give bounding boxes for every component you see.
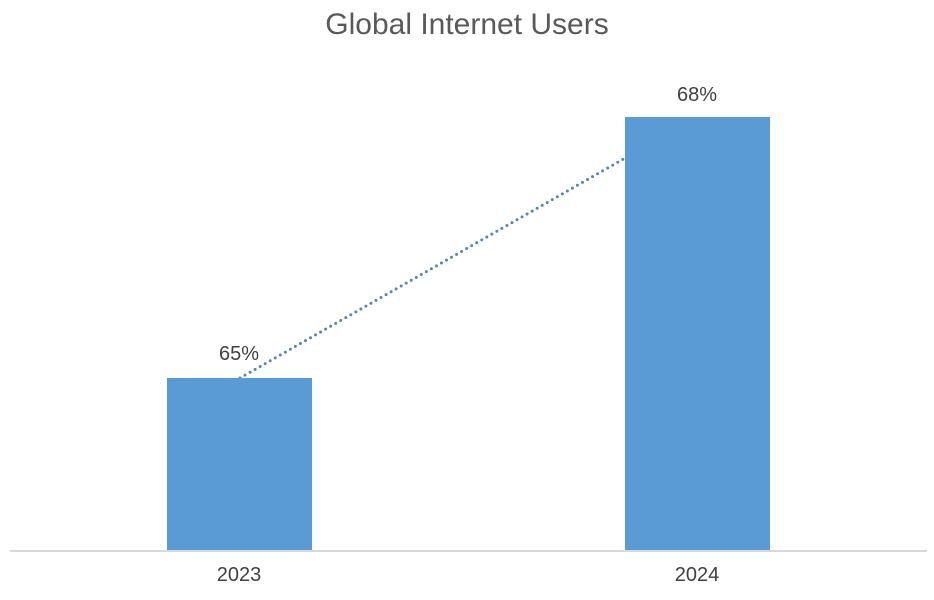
data-label-2023: 65% [218, 343, 260, 365]
trendline-dotted-line [238, 115, 699, 380]
bar-2024 [625, 117, 770, 551]
category-label-2024: 2024 [674, 564, 720, 586]
x-axis-line [10, 550, 927, 552]
category-label-2023: 2023 [216, 564, 262, 586]
bar-2023 [167, 378, 312, 551]
data-label-2024: 68% [676, 84, 718, 106]
chart-title: Global Internet Users [325, 8, 609, 41]
